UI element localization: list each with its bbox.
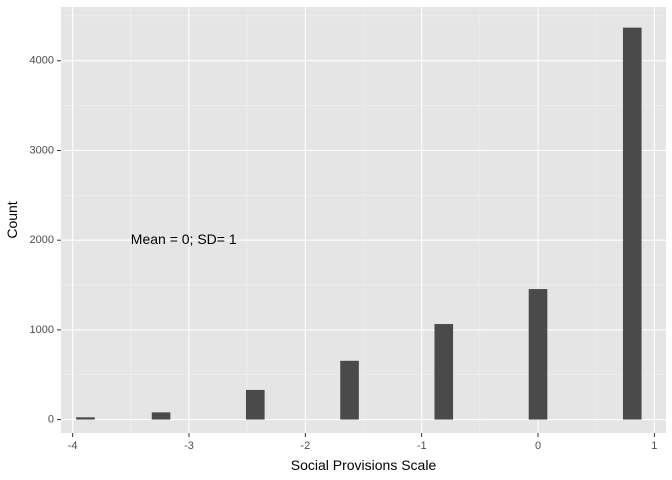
x-tick-label: -2 [300,440,310,452]
x-axis-title: Social Provisions Scale [291,457,437,473]
y-tick-label: 4000 [30,55,54,67]
y-tick-label: 3000 [30,144,54,156]
histogram-bar [340,360,359,420]
histogram-bar [528,289,548,420]
x-tick-label: -4 [68,440,78,452]
histogram-bar [434,324,454,420]
y-axis-ticks: 0 1000 2000 3000 4000 [30,55,61,425]
x-tick-label: 1 [651,440,657,452]
grid-minor-lines [61,7,666,433]
x-tick-label: -3 [184,440,194,452]
grid-major-lines [61,7,666,433]
histogram-bar [622,27,642,420]
y-tick-label: 1000 [30,324,54,336]
histogram-bar [151,412,171,420]
histogram-bar [245,389,265,420]
annotation-text: Mean = 0; SD= 1 [131,231,237,247]
x-tick-label: -1 [417,440,427,452]
histogram-bar [76,417,95,420]
y-axis-title: Count [4,201,20,238]
x-axis-ticks: -4 -3 -2 -1 0 1 [68,433,657,452]
x-tick-label: 0 [535,440,541,452]
y-tick-label: 0 [48,413,54,425]
y-tick-label: 2000 [30,234,54,246]
bars-group [76,27,642,420]
